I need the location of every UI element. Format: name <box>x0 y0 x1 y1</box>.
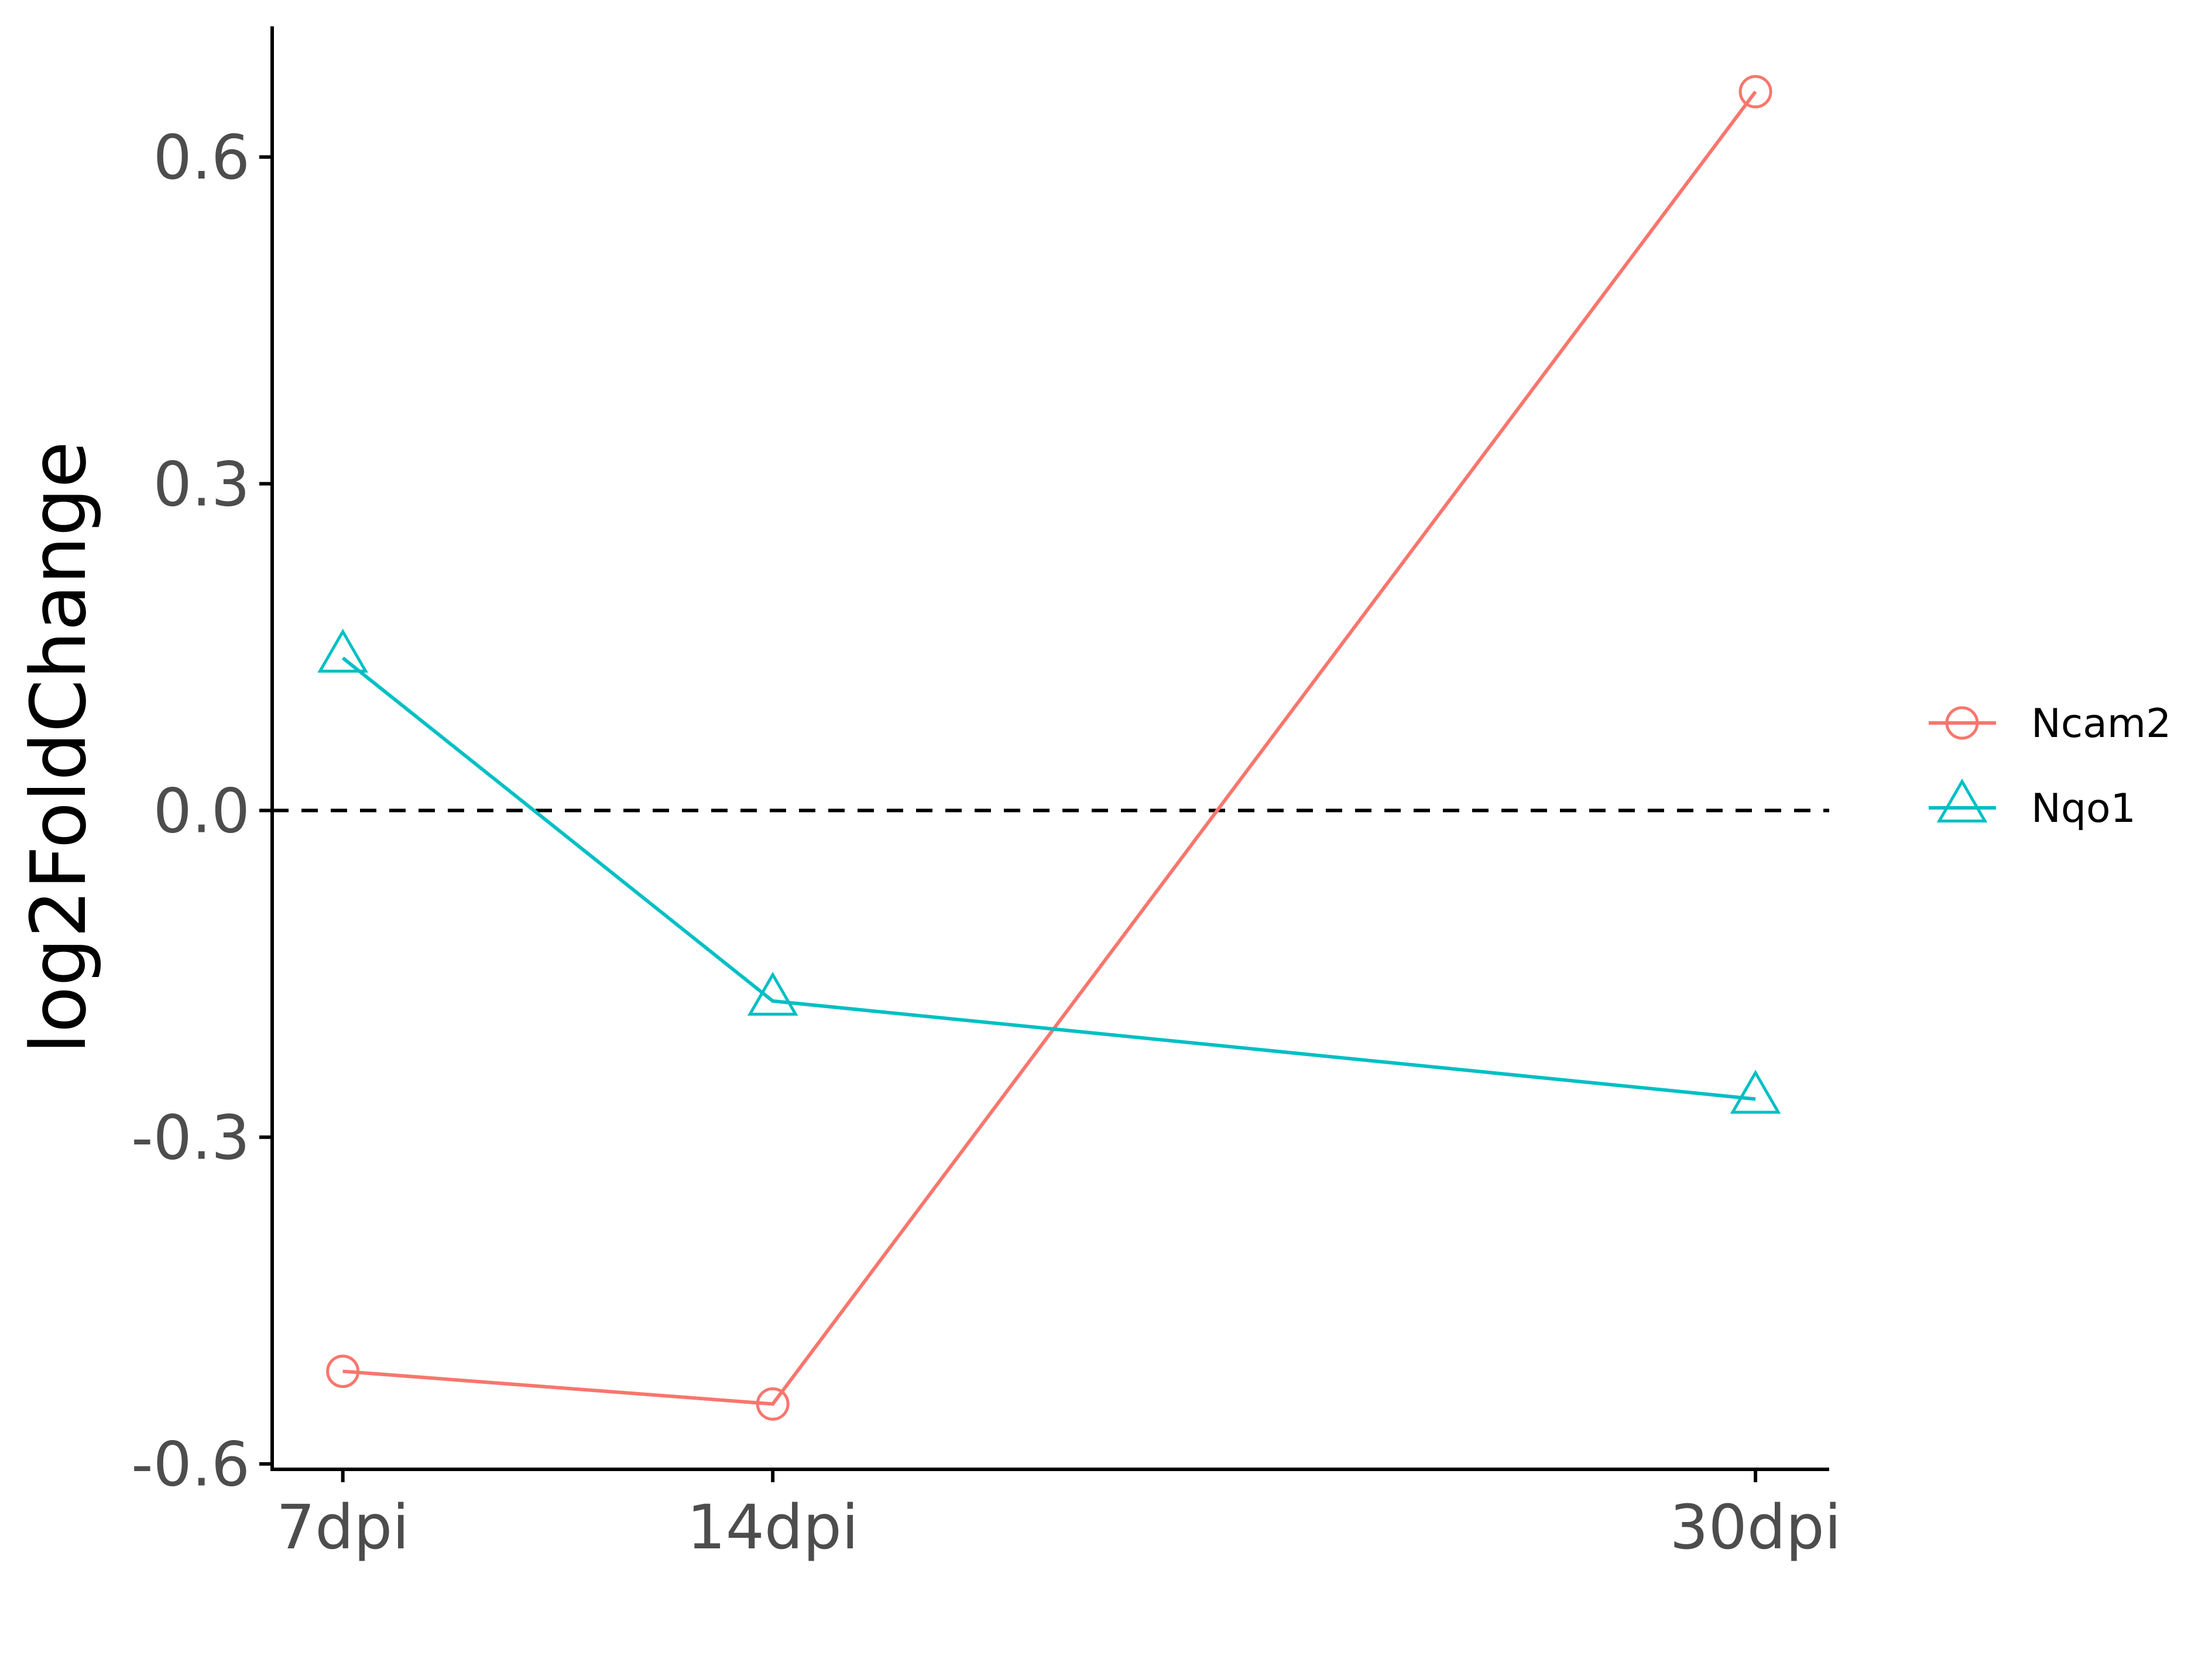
data-point-nqo1 <box>1730 1070 1781 1114</box>
x-tick-label: 14dpi <box>687 1492 859 1563</box>
data-point-nqo1 <box>317 628 369 673</box>
x-ticks: 7dpi 14dpi 30dpi <box>276 1469 1841 1563</box>
legend-label-ncam2: Ncam2 <box>2031 701 2171 747</box>
axes-layer <box>270 26 1829 1471</box>
series-layer <box>317 75 1781 1421</box>
y-tick-label: -0.6 <box>131 1429 250 1500</box>
data-point-nqo1 <box>747 971 798 1016</box>
data-point-ncam2 <box>326 1355 360 1389</box>
legend-key-marker-nqo1 <box>1936 778 1988 822</box>
y-axis-title: log2FoldChange <box>14 441 103 1054</box>
series-line-nqo1 <box>341 656 1756 1101</box>
x-tick-label: 7dpi <box>276 1492 409 1563</box>
y-tick-label: -0.3 <box>131 1102 250 1174</box>
data-point-ncam2 <box>756 1387 790 1421</box>
y-ticks: -0.6 -0.3 0.0 0.3 0.6 <box>131 122 272 1500</box>
y-tick-label: 0.0 <box>153 775 250 846</box>
data-point-ncam2 <box>1738 75 1772 109</box>
y-tick-label: 0.3 <box>153 448 250 520</box>
y-tick-label: 0.6 <box>153 122 250 193</box>
legend: Ncam2 Nqo1 <box>1929 701 2171 832</box>
x-tick-label: 30dpi <box>1669 1492 1841 1563</box>
legend-label-nqo1: Nqo1 <box>2031 786 2136 832</box>
legend-key-marker-ncam2 <box>1945 706 1979 740</box>
series-line-ncam2 <box>342 90 1757 1406</box>
